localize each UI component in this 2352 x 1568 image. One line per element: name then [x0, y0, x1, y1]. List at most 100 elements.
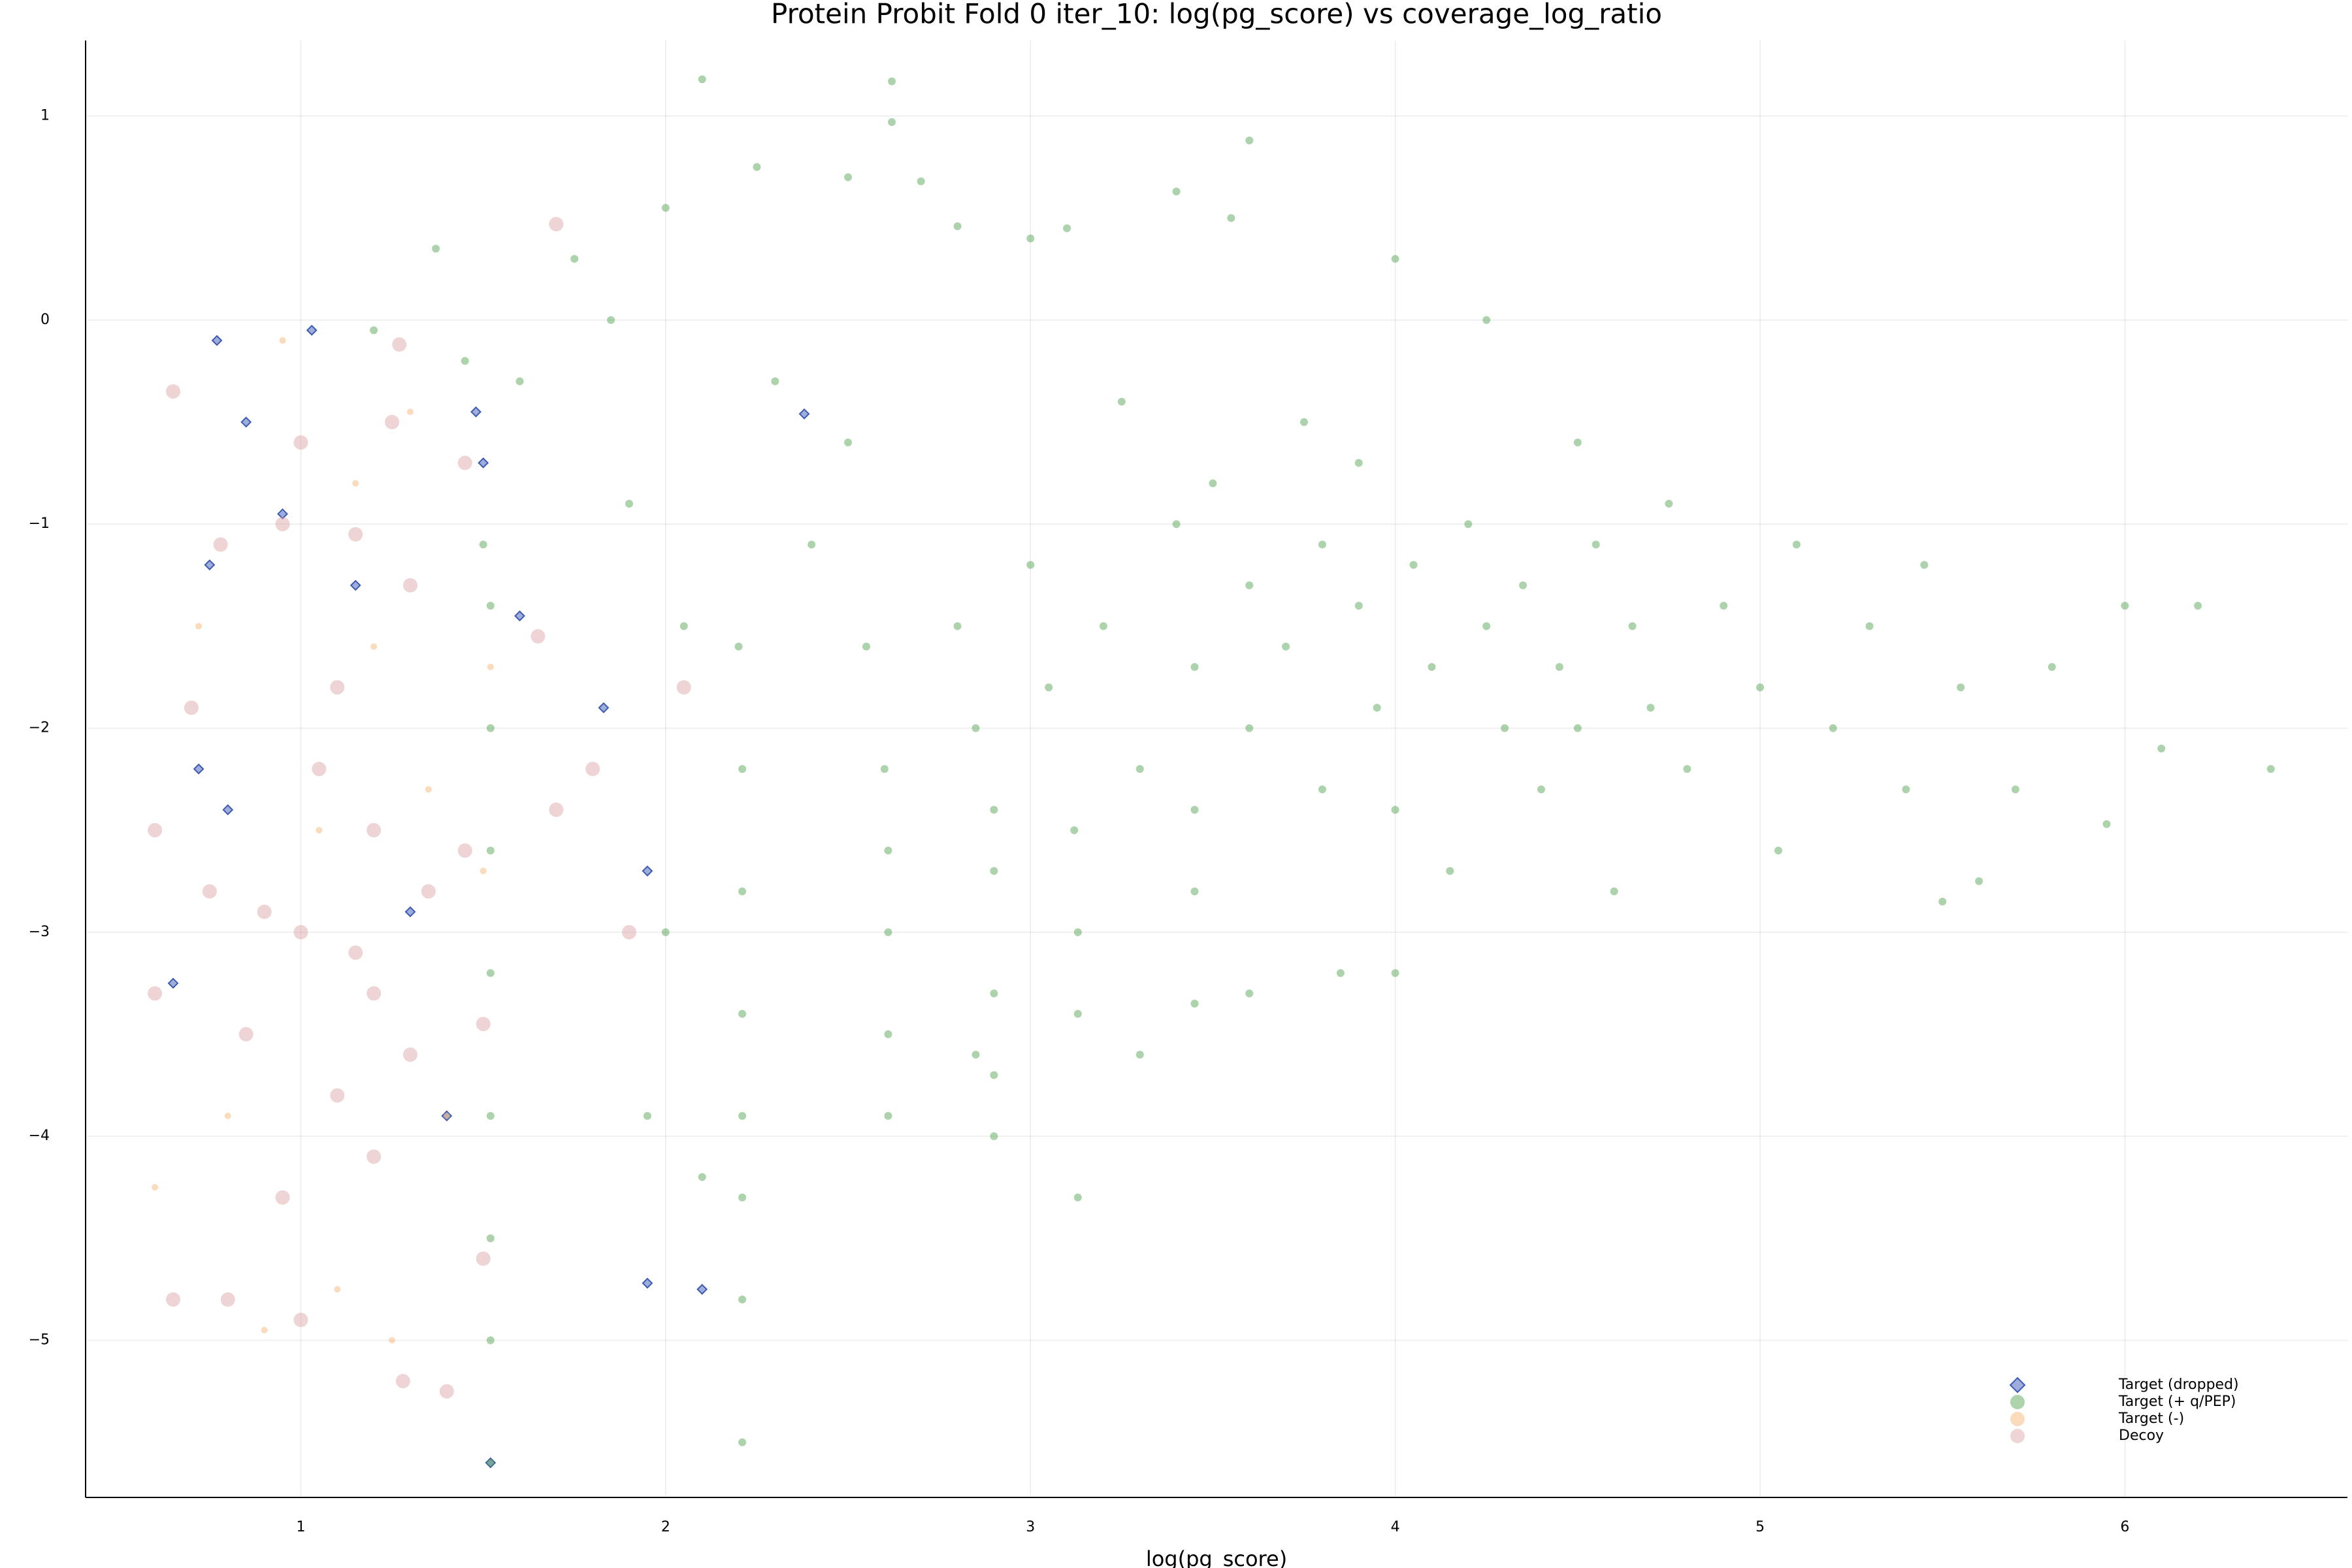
point [884, 846, 892, 855]
x-tick-label: 5 [1756, 1519, 1765, 1535]
point [753, 163, 761, 171]
point [1409, 561, 1418, 569]
point [1026, 561, 1035, 569]
point [1063, 224, 1071, 233]
point [457, 843, 472, 858]
y-tick-label: −5 [29, 1332, 50, 1348]
point [1245, 724, 1254, 732]
point [953, 222, 962, 231]
point [202, 884, 217, 899]
point [1190, 887, 1199, 896]
point [514, 610, 525, 622]
point [990, 867, 998, 875]
point [1592, 540, 1600, 549]
point [1902, 785, 1910, 794]
legend-label: Decoy [2119, 1428, 2164, 1444]
point [1628, 622, 1637, 630]
point [917, 177, 925, 186]
point [1464, 520, 1473, 529]
point [261, 1326, 268, 1333]
point [1391, 806, 1399, 814]
point [1391, 969, 1399, 977]
legend-label: Target (dropped) [2118, 1377, 2239, 1393]
point [1482, 316, 1491, 324]
point [2048, 662, 2056, 671]
point [211, 335, 223, 346]
point [486, 1234, 495, 1243]
point [696, 1284, 708, 1295]
point [549, 802, 564, 817]
point [888, 77, 896, 86]
point [486, 969, 495, 977]
point [676, 680, 691, 695]
point [625, 499, 633, 508]
point [406, 408, 414, 416]
point [621, 924, 636, 939]
point [392, 337, 407, 352]
point [1683, 765, 1691, 773]
point [1555, 662, 1563, 671]
x-axis-label: log(pg_score) [1146, 1546, 1287, 1568]
point [334, 1286, 341, 1293]
point [1610, 887, 1618, 896]
grid [86, 41, 2347, 1497]
x-tick-label: 1 [296, 1519, 305, 1535]
point [798, 408, 810, 419]
point [1318, 785, 1326, 794]
point [1957, 683, 1965, 692]
point [240, 416, 252, 428]
point [1190, 806, 1199, 814]
point [275, 517, 290, 532]
point [953, 622, 962, 630]
legend-marker [2009, 1377, 2026, 1394]
point [1070, 826, 1079, 834]
point [661, 204, 670, 212]
point [880, 765, 889, 773]
point [515, 377, 524, 385]
point [990, 1071, 998, 1079]
point [2011, 785, 2019, 794]
point [352, 480, 359, 487]
point [1373, 704, 1381, 712]
point [549, 217, 564, 232]
point [1209, 479, 1217, 487]
point [476, 1017, 491, 1032]
point [1073, 1193, 1082, 1201]
point [279, 337, 286, 344]
point [1354, 459, 1363, 467]
point [457, 455, 472, 470]
legend-label: Target (+ q/PEP) [2118, 1394, 2236, 1410]
point [844, 438, 853, 447]
point [461, 357, 469, 365]
point [370, 643, 378, 650]
point [1446, 867, 1454, 875]
point [642, 1277, 653, 1289]
point [1318, 540, 1326, 549]
point [402, 1047, 417, 1062]
point [1099, 622, 1107, 630]
point [195, 623, 203, 630]
point [738, 1193, 747, 1201]
point [350, 580, 361, 591]
point [367, 986, 382, 1001]
legend-marker [2010, 1412, 2025, 1426]
point [224, 1112, 231, 1119]
point [479, 540, 487, 549]
point [213, 537, 228, 552]
x-tick-label: 3 [1026, 1519, 1035, 1535]
point [425, 786, 432, 793]
point [1227, 214, 1235, 222]
point [2266, 765, 2275, 773]
point [389, 1337, 396, 1344]
point [990, 1132, 998, 1141]
point [1646, 704, 1655, 712]
point [1172, 520, 1181, 529]
series [167, 325, 810, 1469]
point [193, 763, 204, 775]
point [862, 642, 870, 651]
point [152, 1184, 159, 1191]
point [486, 846, 495, 855]
point [1045, 683, 1053, 692]
point [166, 1292, 181, 1307]
point [598, 702, 610, 713]
